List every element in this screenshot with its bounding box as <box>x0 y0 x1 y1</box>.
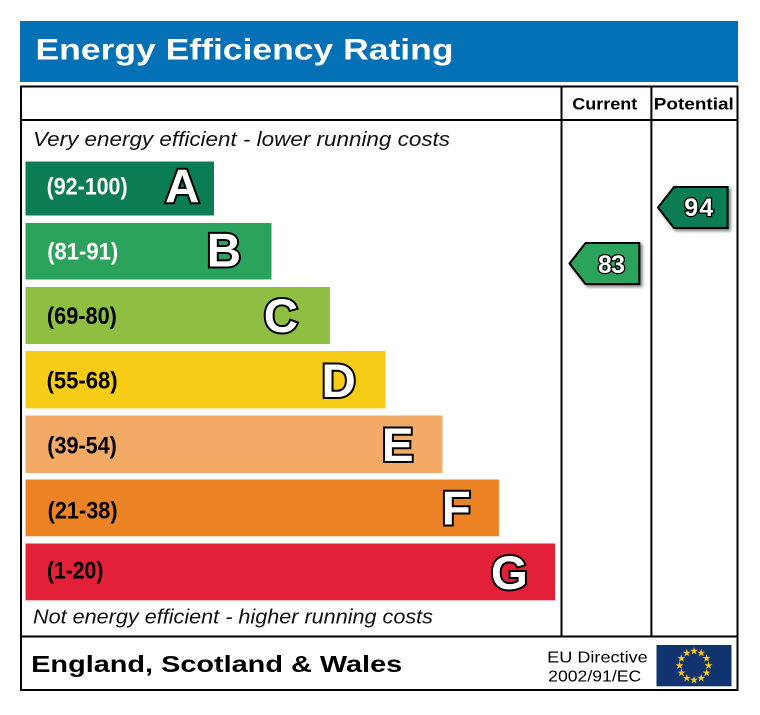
svg-text:(39-54): (39-54) <box>47 432 117 459</box>
svg-text:(69-80): (69-80) <box>47 303 117 330</box>
svg-text:(21-38): (21-38) <box>48 498 118 525</box>
svg-text:F: F <box>442 483 471 536</box>
svg-text:EU Directive: EU Directive <box>547 650 648 667</box>
svg-text:Potential: Potential <box>654 94 734 113</box>
svg-text:D: D <box>322 355 356 408</box>
svg-text:(81-91): (81-91) <box>47 239 118 266</box>
svg-text:Not energy efficient - higher: Not energy efficient - higher running co… <box>33 607 433 629</box>
svg-text:C: C <box>264 290 298 343</box>
svg-text:A: A <box>165 161 199 214</box>
svg-text:2002/91/EC: 2002/91/EC <box>548 669 641 686</box>
svg-text:94: 94 <box>684 194 713 222</box>
svg-text:Energy Efficiency Rating: Energy Efficiency Rating <box>36 34 454 67</box>
svg-text:England, Scotland & Wales: England, Scotland & Wales <box>31 651 402 677</box>
svg-text:(92-100): (92-100) <box>47 174 128 201</box>
svg-text:83: 83 <box>598 251 625 279</box>
svg-text:Current: Current <box>572 94 637 113</box>
svg-text:(55-68): (55-68) <box>47 367 118 394</box>
svg-text:(1-20): (1-20) <box>47 558 104 585</box>
svg-text:E: E <box>382 419 414 472</box>
svg-text:G: G <box>491 547 528 600</box>
svg-text:B: B <box>207 225 241 278</box>
svg-text:Very energy efficient - lower: Very energy efficient - lower running co… <box>33 129 450 151</box>
